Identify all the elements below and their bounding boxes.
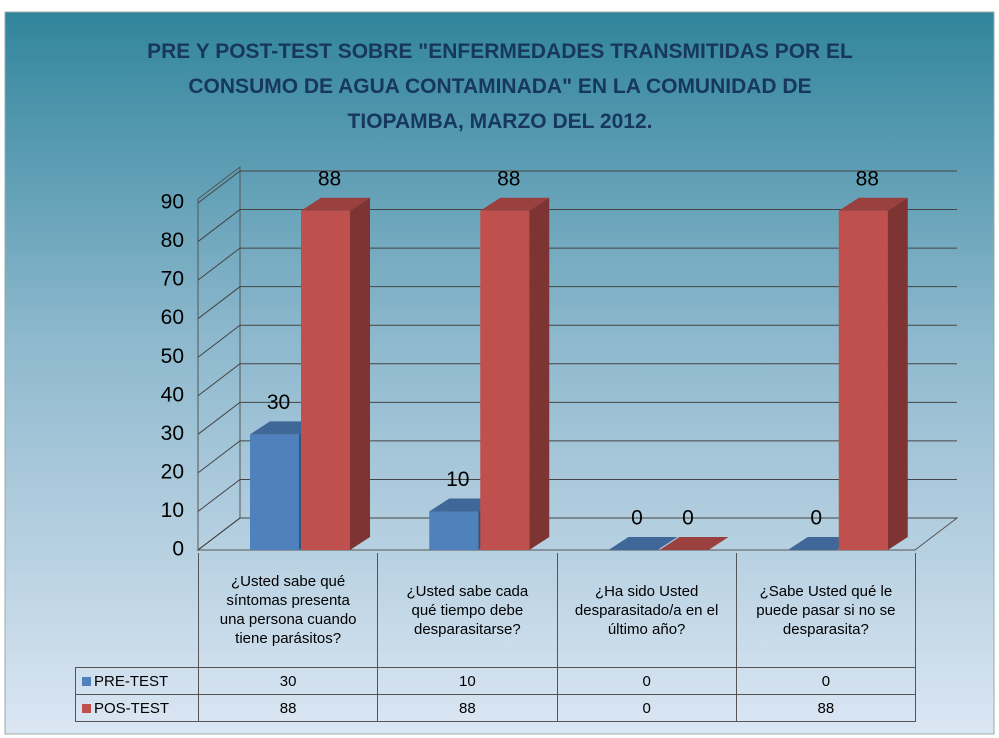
bar-face (480, 210, 530, 550)
bar (659, 537, 729, 550)
bar (608, 537, 678, 550)
bar (838, 197, 908, 550)
data-label: 0 (810, 507, 822, 530)
y-tick-label: 80 (161, 229, 184, 252)
table-value: 88 (198, 694, 379, 722)
data-label: 88 (856, 167, 879, 190)
legend-entry: POS-TEST (75, 694, 199, 722)
data-label: 10 (446, 468, 469, 491)
bar-face (301, 197, 370, 211)
bar-face (608, 537, 678, 550)
table-value: 0 (556, 667, 737, 695)
grid-line (197, 478, 957, 512)
legend-label: PRE-TEST (94, 672, 169, 690)
grid-line (197, 286, 957, 320)
table-value: 88 (377, 694, 558, 722)
y-tick-label: 10 (161, 499, 184, 522)
y-tick-label: 20 (161, 460, 184, 483)
table-value: 0 (556, 694, 737, 722)
legend-label: POS-TEST (94, 699, 170, 717)
bar-face (250, 434, 299, 550)
legend-key (82, 676, 91, 686)
data-label: 0 (631, 507, 643, 530)
y-tick-label: 50 (161, 345, 184, 368)
y-tick-label: 70 (161, 268, 184, 291)
table-value: 30 (198, 667, 379, 695)
bar-face (838, 197, 908, 211)
y-tick-label: 0 (172, 538, 184, 561)
category-label: ¿Sabe Usted qué le puede pasar si no se … (735, 553, 916, 668)
grid-line (197, 517, 957, 551)
grid-line (197, 247, 957, 281)
bar-face (301, 210, 350, 550)
bar-face (480, 197, 550, 211)
legend-key (82, 703, 91, 713)
y-tick-label: 90 (161, 191, 184, 214)
bar-face (429, 511, 479, 550)
legend-entry: PRE-TEST (75, 667, 199, 695)
table-value: 0 (735, 667, 916, 695)
data-label: 30 (267, 391, 290, 414)
grid-line (197, 401, 957, 435)
table-value: 10 (377, 667, 558, 695)
bar-face (838, 210, 888, 550)
bar-face (887, 197, 908, 550)
category-label: ¿Ha sido Usted desparasitado/a en el últ… (556, 553, 737, 668)
bar (480, 197, 550, 550)
bar-face (529, 197, 550, 550)
bar-face (350, 197, 370, 550)
grid-line (197, 324, 957, 358)
table-value: 88 (735, 694, 916, 722)
grid-line (197, 209, 957, 242)
category-label: ¿Usted sabe cada qué tiempo debe despara… (377, 553, 558, 668)
y-tick-label: 40 (161, 383, 184, 406)
bar (301, 197, 370, 550)
y-tick-label: 60 (161, 306, 184, 329)
bar-face (659, 537, 729, 550)
grid-line (197, 363, 957, 397)
data-label: 88 (318, 167, 341, 190)
chart-title: PRE Y POST-TEST SOBRE "ENFERMEDADES TRAN… (147, 40, 853, 133)
grid-line (197, 170, 957, 204)
data-label: 0 (682, 507, 694, 530)
grid-line (197, 440, 957, 474)
data-label: 88 (497, 167, 520, 190)
y-tick-label: 30 (161, 422, 184, 445)
category-label: ¿Usted sabe qué síntomas presenta una pe… (198, 553, 379, 668)
